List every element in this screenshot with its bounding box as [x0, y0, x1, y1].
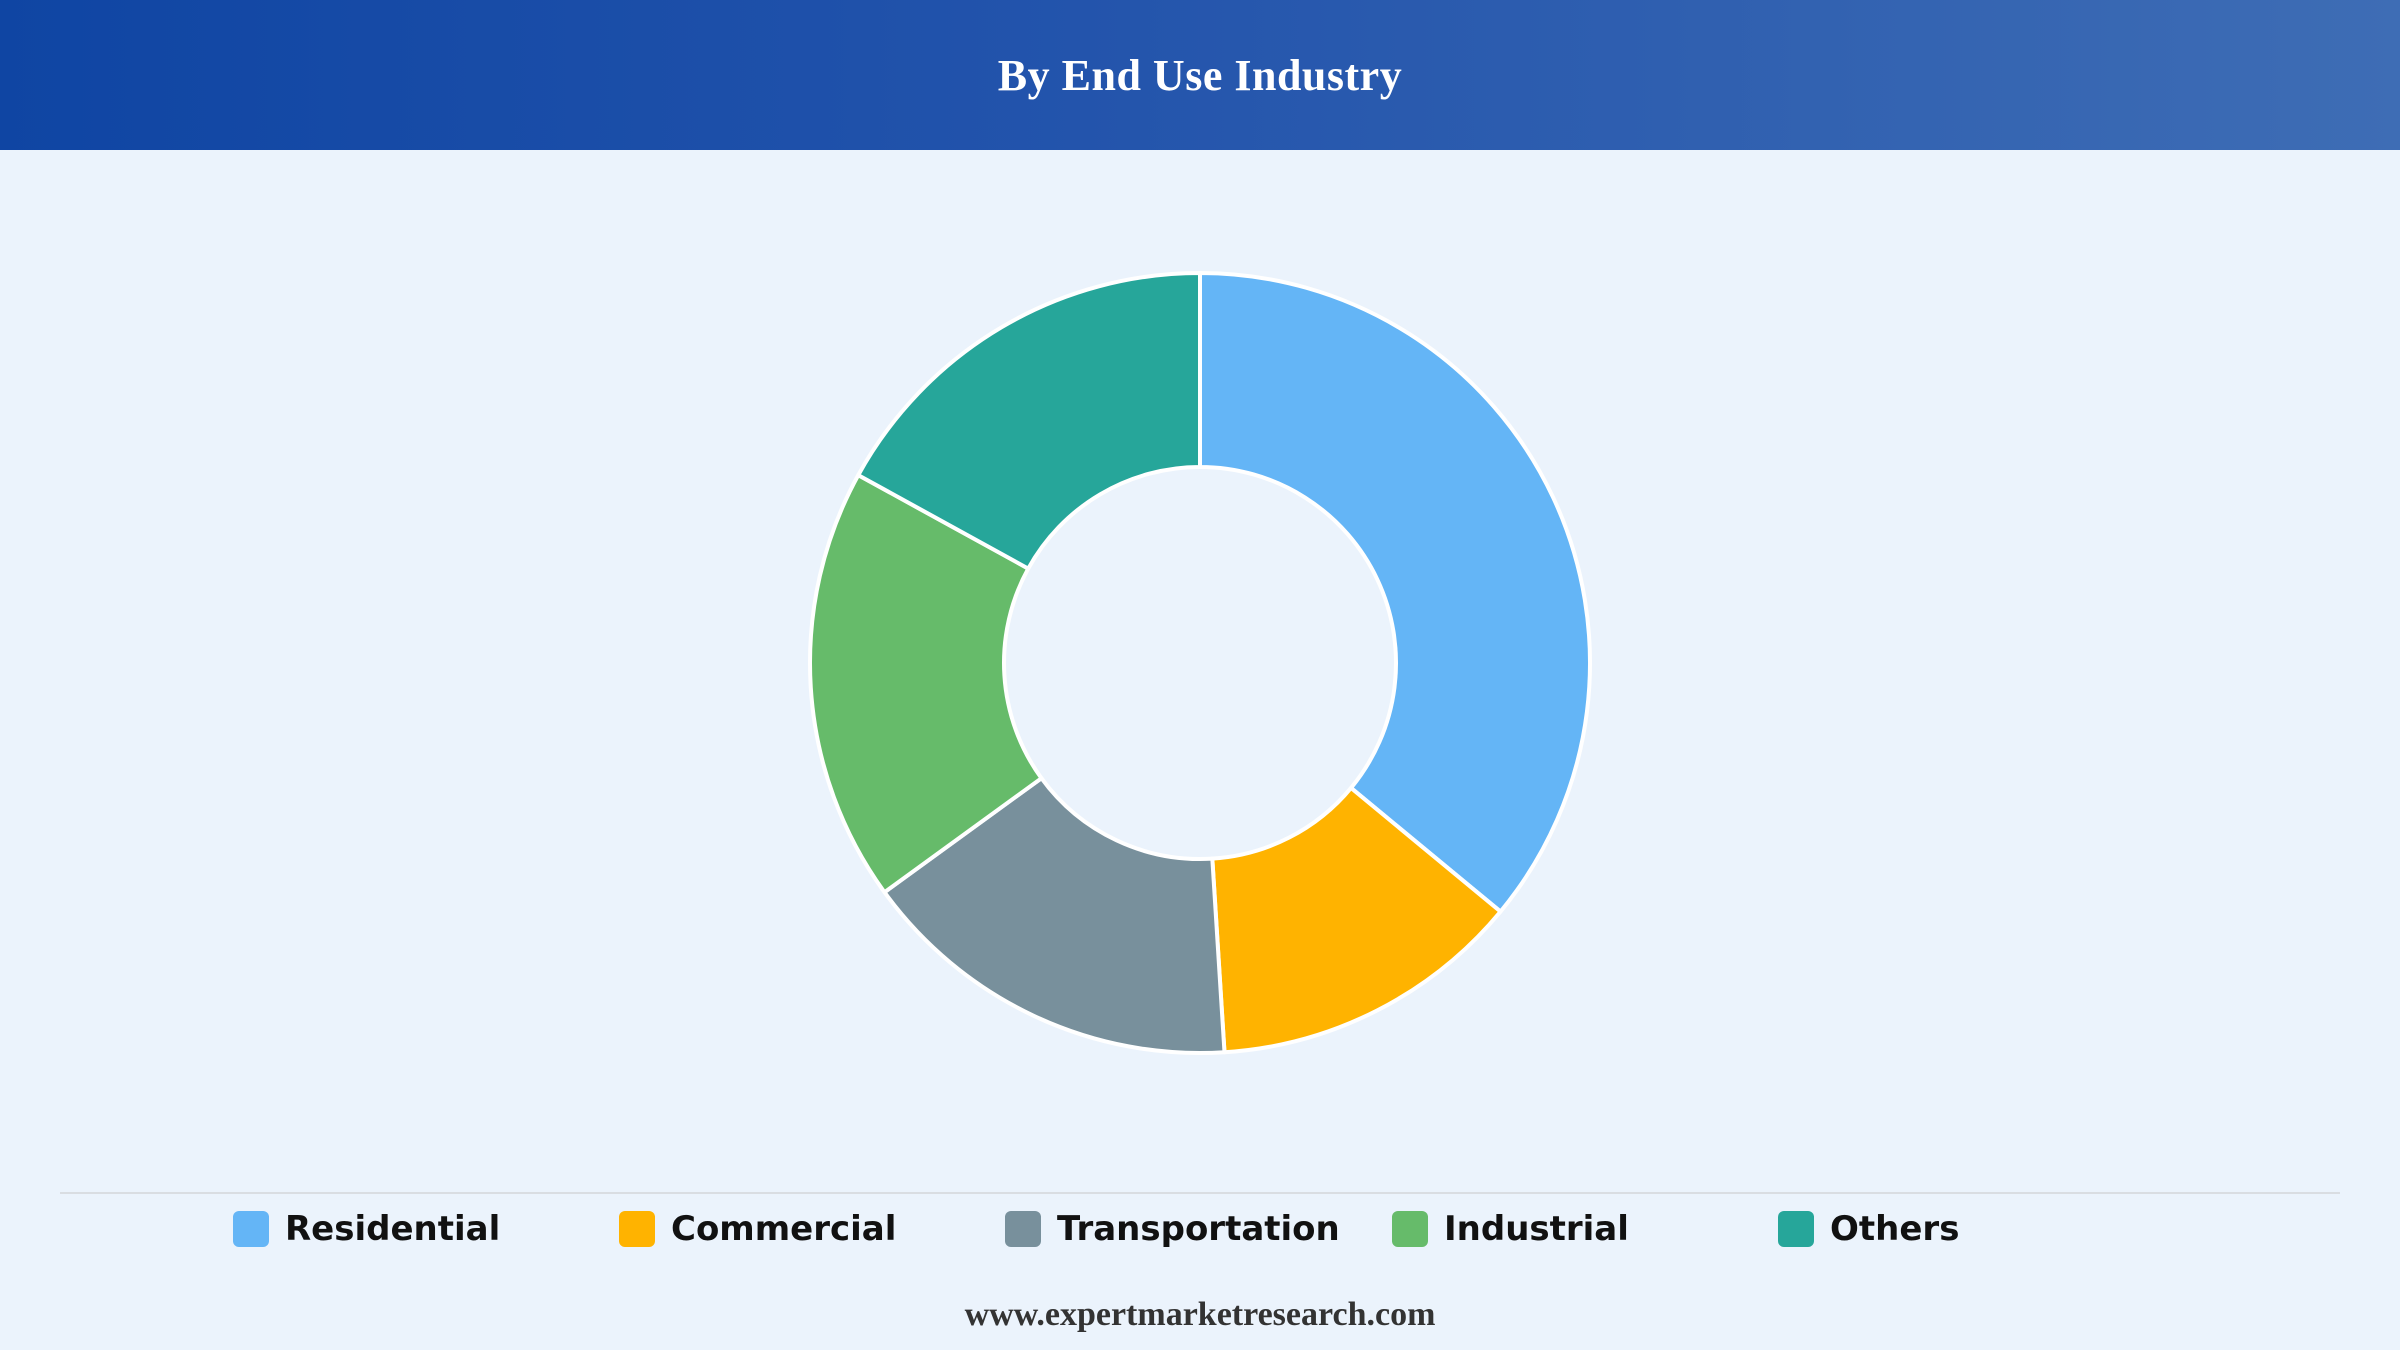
legend-item-industrial[interactable]: Industrial	[1392, 1208, 1629, 1250]
legend-item-residential[interactable]: Residential	[233, 1208, 500, 1250]
donut-slice-industrial[interactable]	[808, 473, 1044, 895]
legend-swatch-industrial	[1392, 1211, 1428, 1247]
legend-swatch-residential	[233, 1211, 269, 1247]
chart-title: By End Use Industry	[997, 50, 1403, 100]
footer-url: www.expertmarketresearch.com	[964, 1296, 1436, 1333]
legend-item-transportation[interactable]: Transportation	[1005, 1208, 1340, 1250]
legend-label-transportation: Transportation	[1057, 1209, 1340, 1249]
legend-swatch-others	[1778, 1211, 1814, 1247]
header-banner: By End Use Industry	[0, 0, 2400, 150]
legend-swatch-commercial	[619, 1211, 655, 1247]
legend-item-others[interactable]: Others	[1778, 1208, 1959, 1250]
legend-label-residential: Residential	[285, 1209, 501, 1249]
legend: Residential Commercial Transportation In…	[0, 1208, 2400, 1250]
donut-slice-others[interactable]	[856, 271, 1202, 571]
donut-slice-commercial[interactable]	[1210, 785, 1503, 1055]
donut-slice-transportation[interactable]	[882, 776, 1227, 1055]
legend-divider	[60, 1192, 2340, 1194]
legend-label-others: Others	[1830, 1209, 1960, 1249]
legend-swatch-transportation	[1005, 1211, 1041, 1247]
legend-item-commercial[interactable]: Commercial	[619, 1208, 896, 1250]
legend-label-industrial: Industrial	[1444, 1209, 1629, 1249]
donut-chart	[808, 271, 1592, 1055]
donut-slice-residential[interactable]	[1198, 271, 1592, 914]
legend-label-commercial: Commercial	[671, 1209, 897, 1249]
